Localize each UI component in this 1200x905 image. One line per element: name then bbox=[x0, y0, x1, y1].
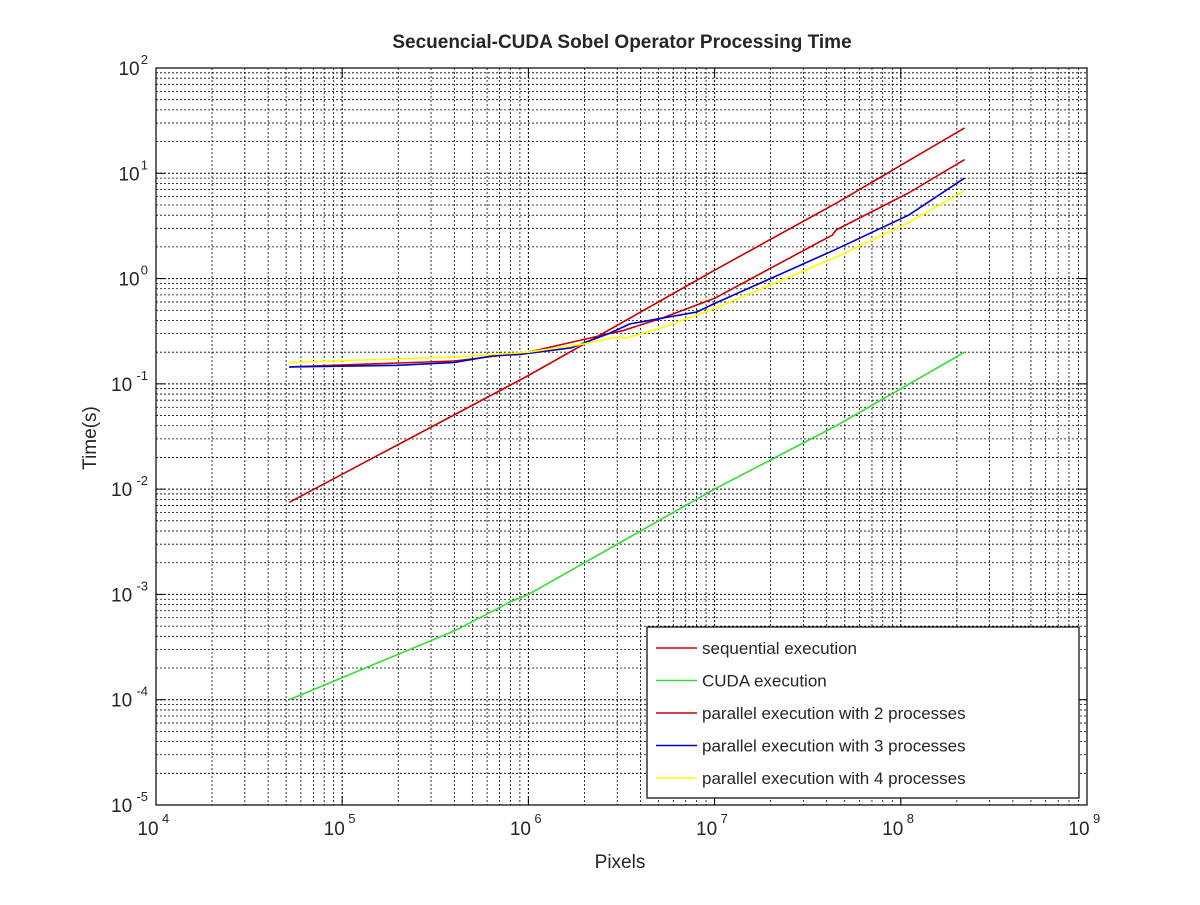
x-axis-label: Pixels bbox=[595, 852, 646, 873]
x-tick-label-exponent: 6 bbox=[534, 811, 541, 826]
x-tick-label-exponent: 8 bbox=[907, 811, 914, 826]
chart-title: Secuencial-CUDA Sobel Operator Processin… bbox=[392, 32, 851, 53]
y-axis-label: Time(s) bbox=[80, 406, 101, 470]
y-tick-label: 10 bbox=[111, 796, 132, 817]
y-tick-label: 10 bbox=[111, 375, 132, 396]
y-tick-label-exponent: -5 bbox=[136, 789, 148, 804]
legend-label: parallel execution with 3 processes bbox=[702, 737, 966, 756]
legend-label: parallel execution with 2 processes bbox=[702, 704, 966, 723]
y-tick-label: 10 bbox=[118, 164, 139, 185]
x-tick-label: 10 bbox=[324, 819, 345, 840]
y-tick-label-exponent: 2 bbox=[141, 52, 148, 67]
y-tick-label-exponent: -4 bbox=[136, 684, 148, 699]
x-tick-label-exponent: 9 bbox=[1093, 811, 1100, 826]
x-tick-label: 10 bbox=[137, 819, 158, 840]
y-tick-label-exponent: 1 bbox=[141, 157, 148, 172]
x-tick-label-exponent: 5 bbox=[348, 811, 355, 826]
y-tick-label: 10 bbox=[118, 270, 139, 291]
y-tick-label: 10 bbox=[118, 59, 139, 80]
y-tick-label: 10 bbox=[111, 691, 132, 712]
x-tick-label: 10 bbox=[696, 819, 717, 840]
x-tick-label: 10 bbox=[1068, 819, 1089, 840]
y-tick-label-exponent: -2 bbox=[136, 473, 148, 488]
x-tick-label: 10 bbox=[510, 819, 531, 840]
legend-label: CUDA execution bbox=[702, 672, 827, 691]
x-tick-label-exponent: 4 bbox=[162, 811, 169, 826]
legend: sequential execution CUDA execution parall… bbox=[647, 627, 1079, 798]
legend-label: sequential execution bbox=[702, 639, 857, 658]
legend-label: parallel execution with 4 processes bbox=[702, 769, 966, 788]
y-tick-label-exponent: -3 bbox=[136, 578, 148, 593]
y-tick-label-exponent: 0 bbox=[141, 263, 148, 278]
y-tick-label: 10 bbox=[111, 585, 132, 606]
y-tick-label: 10 bbox=[111, 480, 132, 501]
x-tick-label-exponent: 7 bbox=[721, 811, 728, 826]
y-tick-label-exponent: -1 bbox=[136, 368, 148, 383]
x-tick-label: 10 bbox=[882, 819, 903, 840]
